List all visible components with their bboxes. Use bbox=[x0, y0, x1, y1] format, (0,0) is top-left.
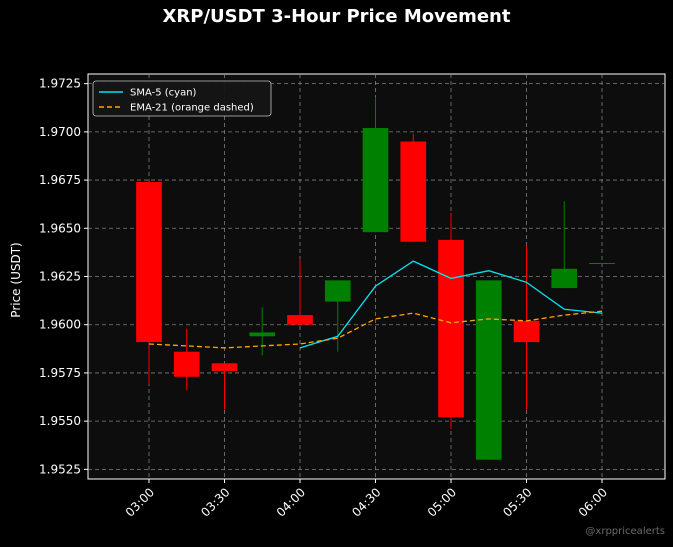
y-tick-label: 1.9650 bbox=[39, 221, 81, 235]
y-axis-label: Price (USDT) bbox=[9, 242, 23, 317]
legend-label: SMA-5 (cyan) bbox=[130, 88, 197, 99]
legend-label: EMA-21 (orange dashed) bbox=[130, 103, 254, 114]
candle-body bbox=[513, 320, 540, 343]
candle-body bbox=[173, 351, 200, 377]
y-tick-label: 1.9625 bbox=[39, 270, 81, 284]
candle-body bbox=[287, 315, 313, 325]
candle-body bbox=[551, 268, 578, 289]
y-tick-label: 1.9575 bbox=[39, 366, 81, 380]
chart-title: XRP/USDT 3-Hour Price Movement bbox=[162, 6, 511, 27]
legend: SMA-5 (cyan) EMA-21 (orange dashed) bbox=[92, 80, 272, 117]
x-tick-label: 05:30 bbox=[500, 485, 534, 519]
y-tick-label: 1.9700 bbox=[39, 125, 81, 139]
candle-body bbox=[438, 239, 464, 418]
candle-body bbox=[400, 141, 427, 242]
ema-line bbox=[148, 310, 603, 349]
x-tick-label: 04:30 bbox=[349, 485, 383, 519]
candle-body bbox=[211, 363, 238, 371]
candles bbox=[136, 97, 615, 460]
x-tick-label: 03:00 bbox=[123, 485, 157, 519]
x-tick-label: 05:00 bbox=[425, 485, 459, 519]
legend-box bbox=[92, 80, 272, 117]
candle-body bbox=[475, 280, 502, 460]
y-tick-label: 1.9675 bbox=[39, 173, 81, 187]
candle-body bbox=[249, 332, 276, 337]
candle-body bbox=[136, 182, 162, 343]
candle-body bbox=[324, 280, 351, 302]
candle-body bbox=[362, 128, 389, 233]
sma-line bbox=[299, 260, 603, 349]
watermark: @xrppricealerts bbox=[585, 526, 665, 537]
x-tick-label: 04:00 bbox=[274, 485, 308, 519]
indicator-lines bbox=[148, 260, 603, 349]
y-tick-label: 1.9550 bbox=[39, 414, 81, 428]
x-tick-label: 06:00 bbox=[576, 485, 610, 519]
x-tick-label: 03:30 bbox=[198, 485, 232, 519]
candle-body bbox=[589, 263, 615, 264]
y-tick-label: 1.9725 bbox=[39, 77, 81, 91]
y-tick-label: 1.9525 bbox=[39, 462, 81, 476]
y-tick-label: 1.9600 bbox=[39, 318, 81, 332]
